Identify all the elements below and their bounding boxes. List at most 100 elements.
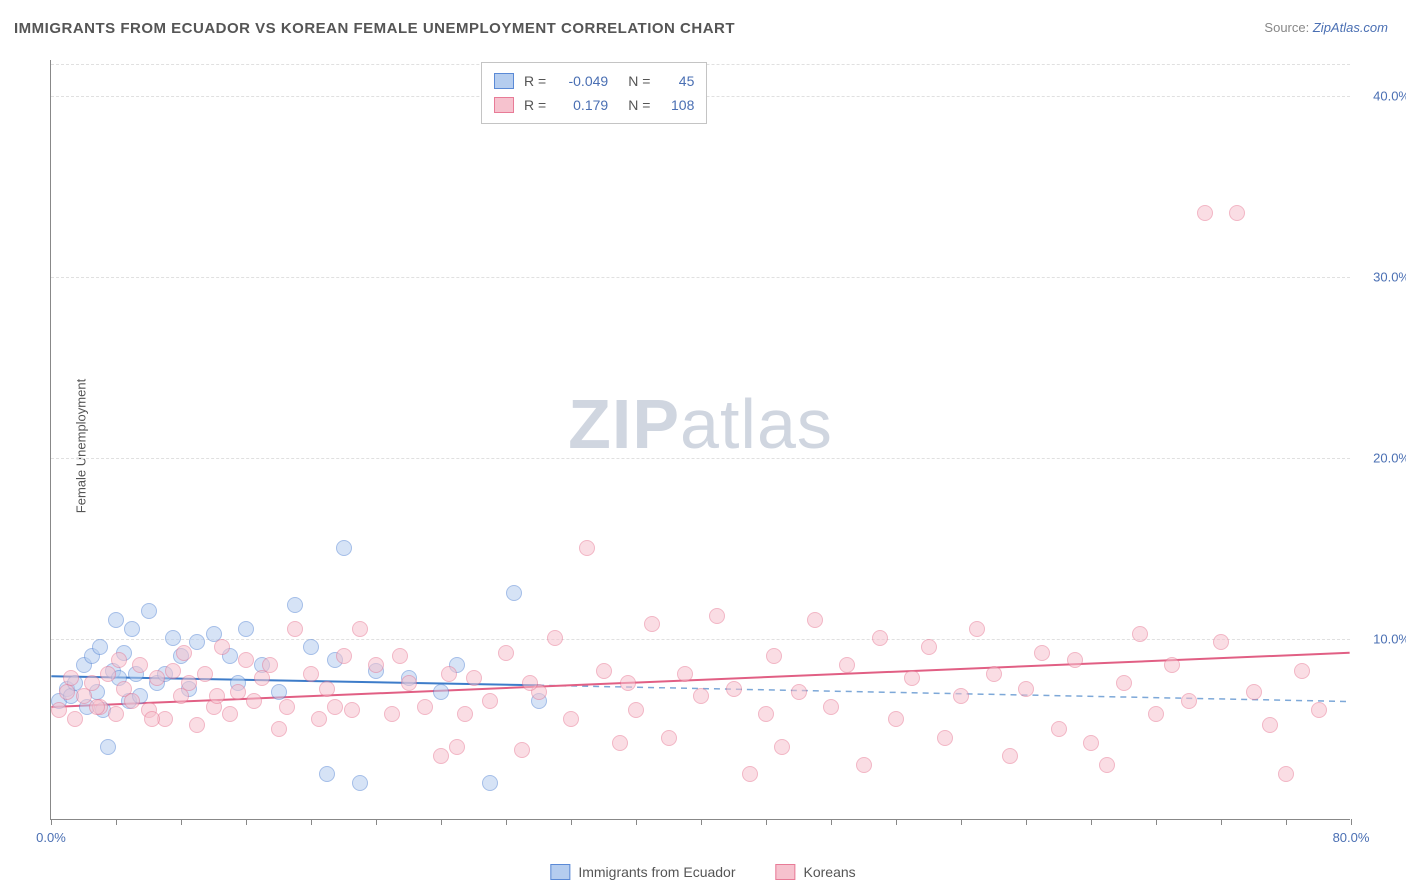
- data-point-koreans: [63, 670, 79, 686]
- data-point-koreans: [1229, 205, 1245, 221]
- gridline: [51, 639, 1350, 640]
- data-point-koreans: [1262, 717, 1278, 733]
- data-point-koreans: [417, 699, 433, 715]
- stats-row-koreans: R =0.179N =108: [494, 93, 694, 117]
- data-point-koreans: [709, 608, 725, 624]
- r-label: R =: [524, 93, 546, 117]
- data-point-ecuador: [352, 775, 368, 791]
- legend-item-ecuador: Immigrants from Ecuador: [550, 864, 735, 880]
- data-point-koreans: [563, 711, 579, 727]
- data-point-koreans: [986, 666, 1002, 682]
- data-point-koreans: [904, 670, 920, 686]
- x-tick: [181, 819, 182, 825]
- data-point-koreans: [807, 612, 823, 628]
- data-point-koreans: [319, 681, 335, 697]
- data-point-koreans: [612, 735, 628, 751]
- data-point-koreans: [1181, 693, 1197, 709]
- x-tick: [1156, 819, 1157, 825]
- data-point-koreans: [336, 648, 352, 664]
- x-tick: [1351, 819, 1352, 825]
- data-point-koreans: [59, 684, 75, 700]
- data-point-koreans: [111, 652, 127, 668]
- x-tick: [376, 819, 377, 825]
- data-point-koreans: [1116, 675, 1132, 691]
- data-point-koreans: [165, 663, 181, 679]
- data-point-koreans: [433, 748, 449, 764]
- data-point-koreans: [791, 684, 807, 700]
- data-point-ecuador: [141, 603, 157, 619]
- data-point-koreans: [384, 706, 400, 722]
- data-point-koreans: [181, 675, 197, 691]
- data-point-koreans: [482, 693, 498, 709]
- data-point-koreans: [953, 688, 969, 704]
- x-tick: [1091, 819, 1092, 825]
- stats-row-ecuador: R =-0.049N =45: [494, 69, 694, 93]
- data-point-koreans: [209, 688, 225, 704]
- data-point-koreans: [352, 621, 368, 637]
- data-point-koreans: [67, 711, 83, 727]
- data-point-koreans: [872, 630, 888, 646]
- data-point-koreans: [1148, 706, 1164, 722]
- data-point-koreans: [271, 721, 287, 737]
- data-point-koreans: [1197, 205, 1213, 221]
- x-tick: [766, 819, 767, 825]
- data-point-koreans: [279, 699, 295, 715]
- data-point-koreans: [222, 706, 238, 722]
- x-tick: [51, 819, 52, 825]
- x-tick: [961, 819, 962, 825]
- data-point-koreans: [246, 693, 262, 709]
- data-point-koreans: [522, 675, 538, 691]
- data-point-koreans: [888, 711, 904, 727]
- data-point-koreans: [238, 652, 254, 668]
- data-point-ecuador: [336, 540, 352, 556]
- data-point-koreans: [514, 742, 530, 758]
- data-point-koreans: [620, 675, 636, 691]
- swatch-koreans: [776, 864, 796, 880]
- data-point-koreans: [1164, 657, 1180, 673]
- watermark: ZIPatlas: [568, 384, 833, 464]
- data-point-koreans: [661, 730, 677, 746]
- data-point-koreans: [214, 639, 230, 655]
- r-value: 0.179: [556, 93, 608, 117]
- data-point-koreans: [132, 657, 148, 673]
- data-point-koreans: [498, 645, 514, 661]
- data-point-koreans: [176, 645, 192, 661]
- data-point-ecuador: [271, 684, 287, 700]
- x-tick: [831, 819, 832, 825]
- data-point-koreans: [677, 666, 693, 682]
- data-point-koreans: [823, 699, 839, 715]
- data-point-koreans: [89, 699, 105, 715]
- data-point-koreans: [441, 666, 457, 682]
- swatch-ecuador: [550, 864, 570, 880]
- y-tick-label: 10.0%: [1355, 632, 1406, 647]
- data-point-ecuador: [287, 597, 303, 613]
- data-point-koreans: [1099, 757, 1115, 773]
- data-point-koreans: [579, 540, 595, 556]
- data-point-ecuador: [165, 630, 181, 646]
- data-point-koreans: [1278, 766, 1294, 782]
- data-point-koreans: [287, 621, 303, 637]
- r-value: -0.049: [556, 69, 608, 93]
- data-point-ecuador: [108, 612, 124, 628]
- data-point-koreans: [124, 693, 140, 709]
- source-link[interactable]: ZipAtlas.com: [1313, 20, 1388, 35]
- trend-line: [538, 685, 1349, 701]
- data-point-ecuador: [303, 639, 319, 655]
- data-point-ecuador: [319, 766, 335, 782]
- data-point-koreans: [742, 766, 758, 782]
- data-point-koreans: [1018, 681, 1034, 697]
- x-tick: [701, 819, 702, 825]
- data-point-koreans: [230, 684, 246, 700]
- n-value: 108: [660, 93, 694, 117]
- data-point-koreans: [449, 739, 465, 755]
- bottom-legend: Immigrants from EcuadorKoreans: [550, 864, 855, 880]
- data-point-koreans: [197, 666, 213, 682]
- y-tick-label: 30.0%: [1355, 270, 1406, 285]
- data-point-koreans: [144, 711, 160, 727]
- data-point-koreans: [758, 706, 774, 722]
- data-point-koreans: [1246, 684, 1262, 700]
- n-label: N =: [628, 69, 650, 93]
- gridline: [51, 458, 1350, 459]
- data-point-koreans: [693, 688, 709, 704]
- swatch-ecuador: [494, 73, 514, 89]
